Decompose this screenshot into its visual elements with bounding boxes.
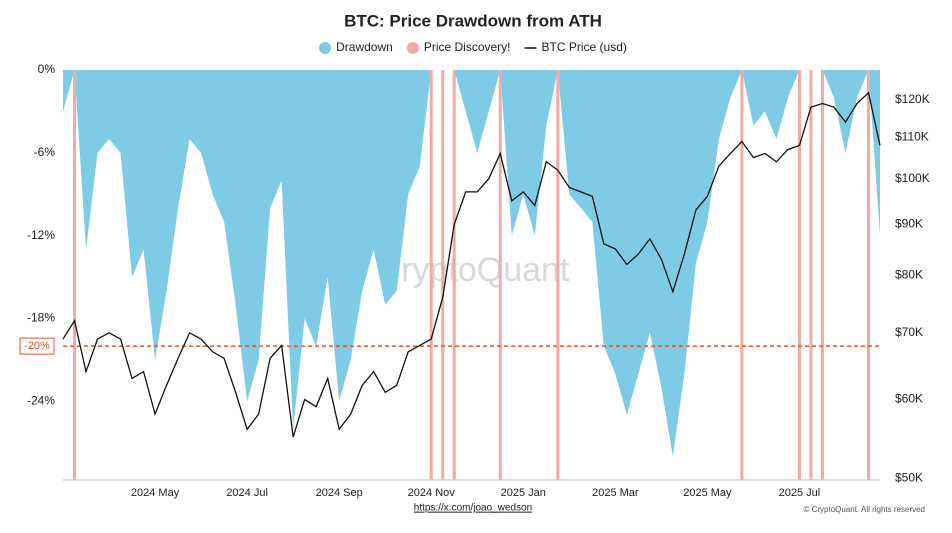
legend-label: Price Discovery! (424, 40, 511, 54)
y2-tick-label: $60K (895, 392, 923, 406)
price-discovery-bar (797, 70, 801, 480)
y2-tick-label: $100K (895, 171, 930, 185)
y2-tick-label: $80K (895, 267, 923, 281)
price-discovery-bar (441, 70, 445, 480)
copyright: © CryptoQuant. All rights reserved (804, 505, 926, 514)
x-tick-label: 2024 Sep (316, 487, 363, 499)
price-discovery-bar (820, 70, 824, 480)
y2-tick-label: $110K (895, 130, 929, 144)
y-tick-label: -12% (27, 228, 55, 242)
x-tick-label: 2024 Jul (226, 487, 268, 499)
legend-swatch (406, 42, 419, 54)
y-tick-label: 0% (38, 62, 56, 76)
price-discovery-bar (429, 70, 433, 480)
x-tick-label: 2024 May (131, 487, 180, 499)
price-discovery-bar (452, 70, 456, 480)
legend-swatch (319, 42, 332, 54)
price-discovery-bar (73, 70, 77, 480)
legend-label: Drawdown (336, 40, 393, 54)
y-tick-label: -18% (27, 311, 55, 325)
y-tick-label: -24% (27, 393, 55, 407)
chart-title: BTC: Price Drawdown from ATH (344, 11, 602, 30)
legend-label: BTC Price (usd) (542, 40, 627, 54)
price-discovery-bar (556, 70, 560, 480)
drawdown-area (63, 70, 880, 457)
legend: Drawdown Price Discovery! BTC Price (usd) (319, 40, 627, 54)
y2-tick-label: $50K (895, 470, 923, 484)
x-tick-label: 2024 Nov (408, 487, 456, 499)
price-discovery-bar (809, 70, 813, 480)
y2-tick-label: $90K (895, 216, 923, 230)
y2-tick-label: $120K (895, 92, 930, 106)
y2-tick-label: $70K (895, 325, 923, 339)
y-tick-label: -6% (34, 145, 56, 159)
watermark: CryptoQuant (377, 251, 570, 289)
source-link[interactable]: https://x.com/joao_wedson (414, 503, 532, 514)
price-discovery-bar (866, 70, 870, 480)
reference-label-box (19, 337, 55, 355)
x-tick-label: 2025 Mar (592, 487, 639, 499)
price-discovery-bar (740, 70, 744, 480)
x-tick-label: 2025 May (683, 487, 732, 499)
reference-label: -20% (24, 340, 50, 352)
x-tick-label: 2025 Jan (501, 487, 546, 499)
x-tick-label: 2025 Jul (779, 487, 821, 499)
price-discovery-bar (498, 70, 502, 480)
price-line (62, 91, 881, 438)
